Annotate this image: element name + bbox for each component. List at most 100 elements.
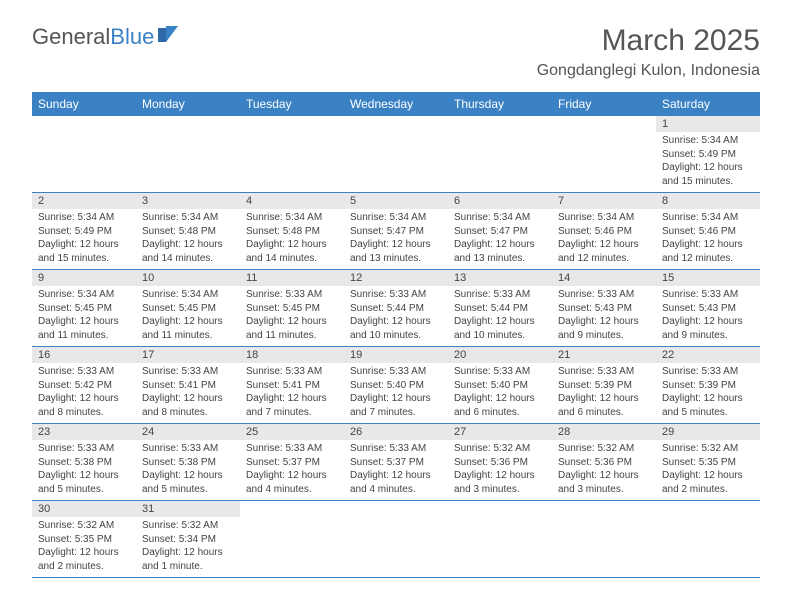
sunset-text: Sunset: 5:35 PM [662, 456, 754, 470]
calendar-row: 9Sunrise: 5:34 AMSunset: 5:45 PMDaylight… [32, 270, 760, 347]
sunset-text: Sunset: 5:49 PM [662, 148, 754, 162]
location: Gongdanglegi Kulon, Indonesia [537, 62, 760, 80]
daylight-text: Daylight: 12 hours and 7 minutes. [350, 392, 442, 419]
sunrise-text: Sunrise: 5:32 AM [142, 519, 234, 533]
sunrise-text: Sunrise: 5:33 AM [38, 365, 130, 379]
calendar-cell: 24Sunrise: 5:33 AMSunset: 5:38 PMDayligh… [136, 424, 240, 501]
day-details: Sunrise: 5:32 AMSunset: 5:36 PMDaylight:… [448, 440, 552, 500]
sunset-text: Sunset: 5:43 PM [662, 302, 754, 316]
sunrise-text: Sunrise: 5:33 AM [38, 442, 130, 456]
daylight-text: Daylight: 12 hours and 4 minutes. [350, 469, 442, 496]
day-details: Sunrise: 5:33 AMSunset: 5:41 PMDaylight:… [136, 363, 240, 423]
day-number: 11 [240, 270, 344, 286]
calendar-cell: 3Sunrise: 5:34 AMSunset: 5:48 PMDaylight… [136, 193, 240, 270]
daylight-text: Daylight: 12 hours and 8 minutes. [142, 392, 234, 419]
day-header: Wednesday [344, 92, 448, 116]
calendar-cell: 19Sunrise: 5:33 AMSunset: 5:40 PMDayligh… [344, 347, 448, 424]
calendar-cell: 10Sunrise: 5:34 AMSunset: 5:45 PMDayligh… [136, 270, 240, 347]
daylight-text: Daylight: 12 hours and 12 minutes. [662, 238, 754, 265]
sunrise-text: Sunrise: 5:34 AM [142, 288, 234, 302]
sunset-text: Sunset: 5:39 PM [558, 379, 650, 393]
sunset-text: Sunset: 5:48 PM [246, 225, 338, 239]
sunset-text: Sunset: 5:35 PM [38, 533, 130, 547]
calendar-row: 23Sunrise: 5:33 AMSunset: 5:38 PMDayligh… [32, 424, 760, 501]
sunset-text: Sunset: 5:45 PM [246, 302, 338, 316]
sunset-text: Sunset: 5:36 PM [454, 456, 546, 470]
day-number: 6 [448, 193, 552, 209]
sunrise-text: Sunrise: 5:34 AM [246, 211, 338, 225]
calendar-cell: 18Sunrise: 5:33 AMSunset: 5:41 PMDayligh… [240, 347, 344, 424]
sunset-text: Sunset: 5:37 PM [350, 456, 442, 470]
sunrise-text: Sunrise: 5:33 AM [662, 288, 754, 302]
calendar-cell [136, 116, 240, 193]
calendar-cell: 16Sunrise: 5:33 AMSunset: 5:42 PMDayligh… [32, 347, 136, 424]
day-number: 3 [136, 193, 240, 209]
sunrise-text: Sunrise: 5:34 AM [142, 211, 234, 225]
day-number: 30 [32, 501, 136, 517]
sunrise-text: Sunrise: 5:33 AM [558, 365, 650, 379]
sunset-text: Sunset: 5:44 PM [454, 302, 546, 316]
calendar-cell: 30Sunrise: 5:32 AMSunset: 5:35 PMDayligh… [32, 501, 136, 578]
day-header: Monday [136, 92, 240, 116]
daylight-text: Daylight: 12 hours and 10 minutes. [454, 315, 546, 342]
sunset-text: Sunset: 5:46 PM [558, 225, 650, 239]
calendar-cell [448, 116, 552, 193]
daylight-text: Daylight: 12 hours and 15 minutes. [38, 238, 130, 265]
sunset-text: Sunset: 5:47 PM [454, 225, 546, 239]
day-details: Sunrise: 5:34 AMSunset: 5:45 PMDaylight:… [32, 286, 136, 346]
daylight-text: Daylight: 12 hours and 10 minutes. [350, 315, 442, 342]
day-number: 25 [240, 424, 344, 440]
logo-text-1: General [32, 24, 110, 50]
calendar-cell: 13Sunrise: 5:33 AMSunset: 5:44 PMDayligh… [448, 270, 552, 347]
day-number: 12 [344, 270, 448, 286]
day-header: Tuesday [240, 92, 344, 116]
day-header: Saturday [656, 92, 760, 116]
calendar-cell [240, 116, 344, 193]
sunrise-text: Sunrise: 5:32 AM [662, 442, 754, 456]
day-details: Sunrise: 5:33 AMSunset: 5:39 PMDaylight:… [656, 363, 760, 423]
calendar-cell: 20Sunrise: 5:33 AMSunset: 5:40 PMDayligh… [448, 347, 552, 424]
day-details: Sunrise: 5:33 AMSunset: 5:40 PMDaylight:… [344, 363, 448, 423]
daylight-text: Daylight: 12 hours and 2 minutes. [662, 469, 754, 496]
daylight-text: Daylight: 12 hours and 2 minutes. [38, 546, 130, 573]
daylight-text: Daylight: 12 hours and 8 minutes. [38, 392, 130, 419]
day-details: Sunrise: 5:34 AMSunset: 5:46 PMDaylight:… [656, 209, 760, 269]
day-number: 8 [656, 193, 760, 209]
daylight-text: Daylight: 12 hours and 1 minute. [142, 546, 234, 573]
calendar-cell: 31Sunrise: 5:32 AMSunset: 5:34 PMDayligh… [136, 501, 240, 578]
day-number: 4 [240, 193, 344, 209]
day-header: Sunday [32, 92, 136, 116]
day-details: Sunrise: 5:33 AMSunset: 5:43 PMDaylight:… [656, 286, 760, 346]
daylight-text: Daylight: 12 hours and 3 minutes. [558, 469, 650, 496]
day-details: Sunrise: 5:33 AMSunset: 5:44 PMDaylight:… [344, 286, 448, 346]
daylight-text: Daylight: 12 hours and 15 minutes. [662, 161, 754, 188]
day-details: Sunrise: 5:34 AMSunset: 5:48 PMDaylight:… [136, 209, 240, 269]
daylight-text: Daylight: 12 hours and 13 minutes. [454, 238, 546, 265]
calendar-cell: 29Sunrise: 5:32 AMSunset: 5:35 PMDayligh… [656, 424, 760, 501]
day-details: Sunrise: 5:32 AMSunset: 5:36 PMDaylight:… [552, 440, 656, 500]
sunset-text: Sunset: 5:45 PM [38, 302, 130, 316]
day-details: Sunrise: 5:34 AMSunset: 5:49 PMDaylight:… [656, 132, 760, 192]
day-number: 13 [448, 270, 552, 286]
daylight-text: Daylight: 12 hours and 3 minutes. [454, 469, 546, 496]
day-details: Sunrise: 5:34 AMSunset: 5:48 PMDaylight:… [240, 209, 344, 269]
sunrise-text: Sunrise: 5:33 AM [142, 442, 234, 456]
day-number: 17 [136, 347, 240, 363]
calendar-cell [344, 116, 448, 193]
sunset-text: Sunset: 5:43 PM [558, 302, 650, 316]
sunset-text: Sunset: 5:41 PM [246, 379, 338, 393]
daylight-text: Daylight: 12 hours and 14 minutes. [142, 238, 234, 265]
calendar-body: 1Sunrise: 5:34 AMSunset: 5:49 PMDaylight… [32, 116, 760, 578]
calendar-cell: 5Sunrise: 5:34 AMSunset: 5:47 PMDaylight… [344, 193, 448, 270]
calendar-cell: 27Sunrise: 5:32 AMSunset: 5:36 PMDayligh… [448, 424, 552, 501]
day-details: Sunrise: 5:32 AMSunset: 5:34 PMDaylight:… [136, 517, 240, 577]
day-number: 27 [448, 424, 552, 440]
sunset-text: Sunset: 5:38 PM [38, 456, 130, 470]
sunset-text: Sunset: 5:39 PM [662, 379, 754, 393]
sunset-text: Sunset: 5:49 PM [38, 225, 130, 239]
calendar-row: 1Sunrise: 5:34 AMSunset: 5:49 PMDaylight… [32, 116, 760, 193]
sunset-text: Sunset: 5:40 PM [350, 379, 442, 393]
day-number: 2 [32, 193, 136, 209]
daylight-text: Daylight: 12 hours and 13 minutes. [350, 238, 442, 265]
sunrise-text: Sunrise: 5:34 AM [350, 211, 442, 225]
